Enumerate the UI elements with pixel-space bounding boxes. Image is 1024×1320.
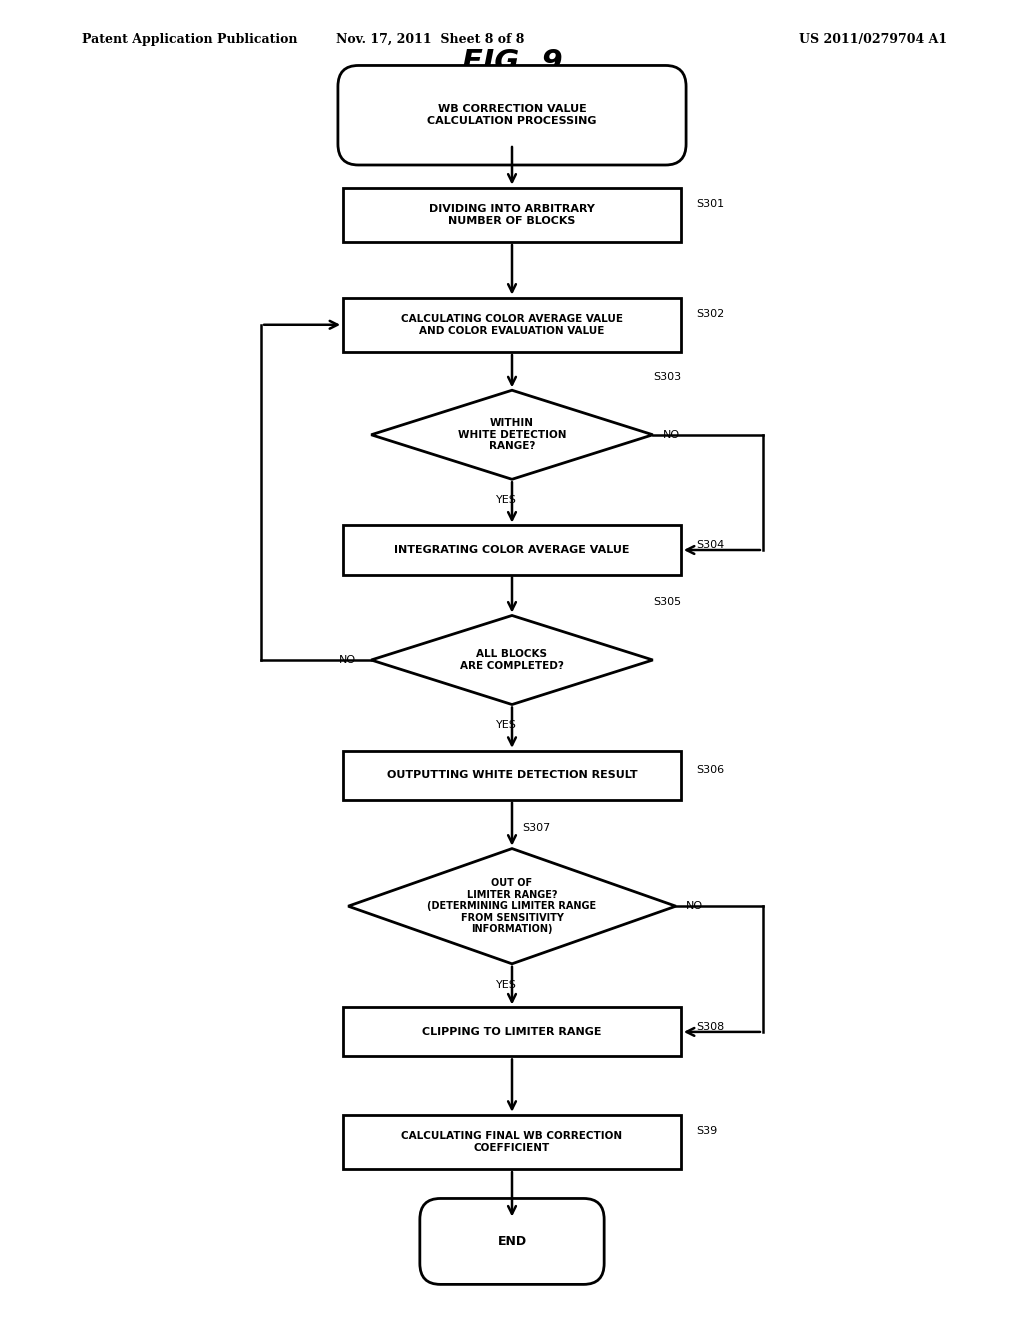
- Text: S39: S39: [696, 1126, 718, 1137]
- Text: NO: NO: [339, 655, 356, 665]
- Text: S305: S305: [653, 598, 681, 607]
- FancyBboxPatch shape: [343, 1007, 681, 1056]
- Polygon shape: [348, 849, 676, 964]
- Text: YES: YES: [497, 721, 517, 730]
- Text: NO: NO: [664, 430, 680, 440]
- Text: WB CORRECTION VALUE
CALCULATION PROCESSING: WB CORRECTION VALUE CALCULATION PROCESSI…: [427, 104, 597, 125]
- Text: INTEGRATING COLOR AVERAGE VALUE: INTEGRATING COLOR AVERAGE VALUE: [394, 545, 630, 554]
- FancyBboxPatch shape: [343, 751, 681, 800]
- Polygon shape: [371, 615, 653, 705]
- Text: Nov. 17, 2011  Sheet 8 of 8: Nov. 17, 2011 Sheet 8 of 8: [336, 33, 524, 46]
- FancyBboxPatch shape: [343, 1114, 681, 1170]
- Text: S307: S307: [522, 822, 551, 833]
- Text: CALCULATING FINAL WB CORRECTION
COEFFICIENT: CALCULATING FINAL WB CORRECTION COEFFICI…: [401, 1131, 623, 1152]
- FancyBboxPatch shape: [343, 187, 681, 242]
- Text: FIG. 9: FIG. 9: [462, 49, 562, 78]
- FancyBboxPatch shape: [338, 66, 686, 165]
- Text: CALCULATING COLOR AVERAGE VALUE
AND COLOR EVALUATION VALUE: CALCULATING COLOR AVERAGE VALUE AND COLO…: [401, 314, 623, 335]
- Text: YES: YES: [497, 495, 517, 506]
- Text: WITHIN
WHITE DETECTION
RANGE?: WITHIN WHITE DETECTION RANGE?: [458, 418, 566, 451]
- Text: END: END: [498, 1236, 526, 1247]
- Text: YES: YES: [497, 979, 517, 990]
- Text: S303: S303: [653, 372, 681, 383]
- Text: S306: S306: [696, 766, 724, 775]
- FancyBboxPatch shape: [343, 297, 681, 352]
- Text: ALL BLOCKS
ARE COMPLETED?: ALL BLOCKS ARE COMPLETED?: [460, 649, 564, 671]
- Text: DIVIDING INTO ARBITRARY
NUMBER OF BLOCKS: DIVIDING INTO ARBITRARY NUMBER OF BLOCKS: [429, 205, 595, 226]
- Text: S302: S302: [696, 309, 725, 319]
- Text: OUTPUTTING WHITE DETECTION RESULT: OUTPUTTING WHITE DETECTION RESULT: [387, 771, 637, 780]
- FancyBboxPatch shape: [420, 1199, 604, 1284]
- Polygon shape: [371, 391, 653, 479]
- Text: OUT OF
LIMITER RANGE?
(DETERMINING LIMITER RANGE
FROM SENSITIVITY
INFORMATION): OUT OF LIMITER RANGE? (DETERMINING LIMIT…: [427, 878, 597, 935]
- FancyBboxPatch shape: [343, 525, 681, 574]
- Text: S301: S301: [696, 199, 724, 210]
- Text: NO: NO: [686, 902, 703, 911]
- Text: S308: S308: [696, 1022, 725, 1032]
- Text: US 2011/0279704 A1: US 2011/0279704 A1: [799, 33, 947, 46]
- Text: S304: S304: [696, 540, 725, 549]
- Text: Patent Application Publication: Patent Application Publication: [82, 33, 297, 46]
- Text: CLIPPING TO LIMITER RANGE: CLIPPING TO LIMITER RANGE: [422, 1027, 602, 1038]
